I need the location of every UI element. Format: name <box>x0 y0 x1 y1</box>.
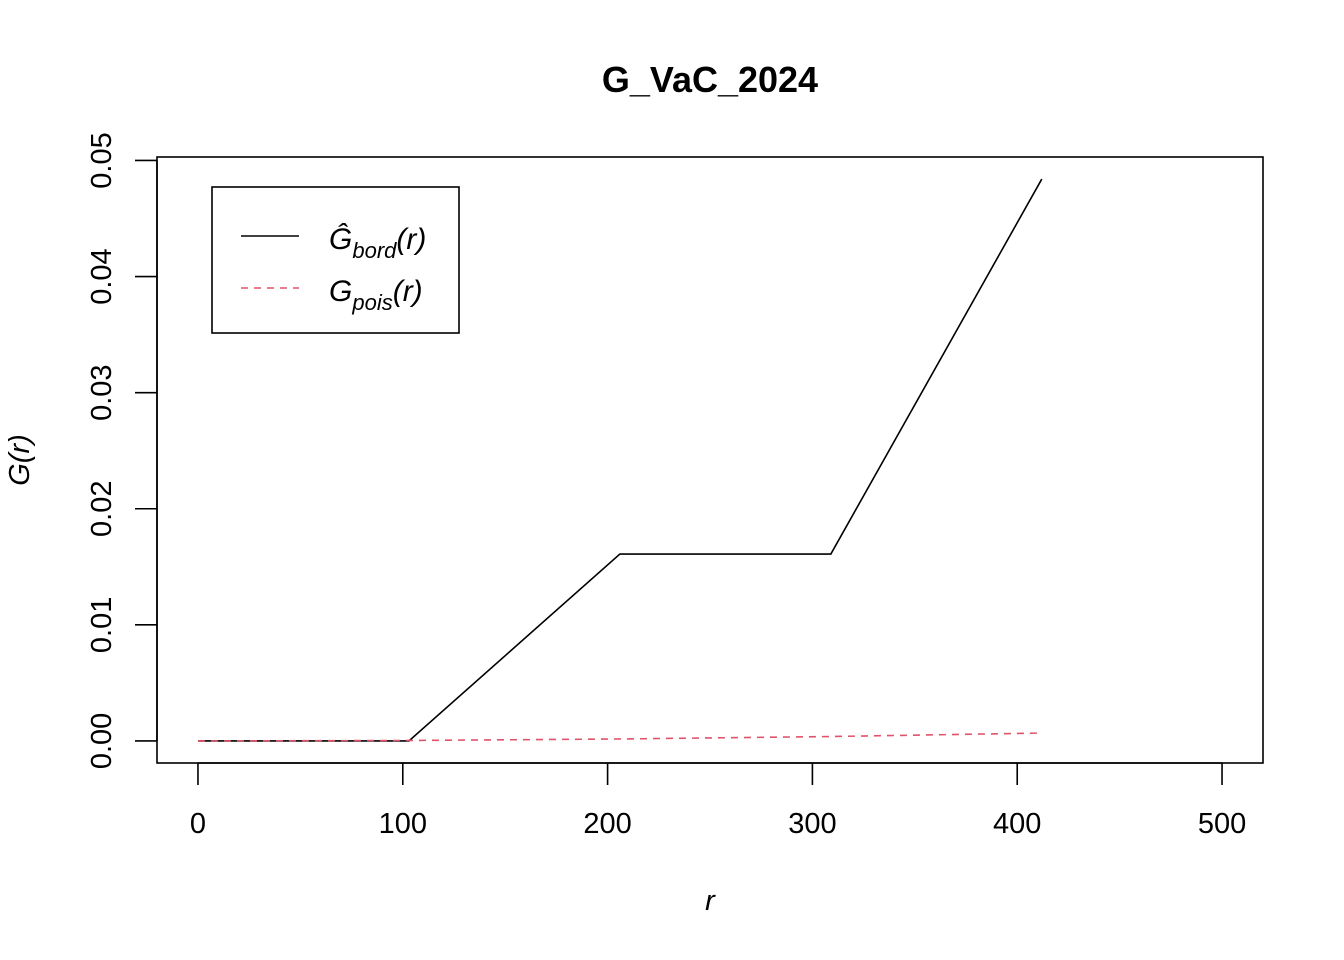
legend-label-pois: Gpois(r) <box>329 275 423 315</box>
chart-title: G_VaC_2024 <box>602 59 818 100</box>
legend-label-tail: (r) <box>393 275 423 308</box>
series-layer <box>197 178 1043 742</box>
x-axis-label: r <box>705 885 716 917</box>
legend-label-tail: (r) <box>396 223 426 256</box>
x-axis: 0 100 200 300 400 500 <box>190 762 1246 840</box>
y-tick-label: 0.03 <box>86 364 118 420</box>
y-axis-label: G(r) <box>4 434 36 486</box>
legend-label-bord: Ĝbord(r) <box>329 222 426 263</box>
series-line-bord <box>197 178 1043 742</box>
legend-box <box>211 186 460 334</box>
y-tick-label: 0.00 <box>86 713 118 769</box>
series-line-pois <box>197 732 1042 742</box>
x-tick-label: 500 <box>1198 808 1246 840</box>
y-tick-label: 0.04 <box>86 248 118 304</box>
x-tick-label: 300 <box>788 808 836 840</box>
y-tick-label: 0.02 <box>86 481 118 537</box>
y-axis: 0.00 0.01 0.02 0.03 0.04 0.05 <box>86 132 158 769</box>
legend: Ĝbord(r)Gpois(r) <box>211 186 460 334</box>
x-tick-label: 400 <box>993 808 1041 840</box>
x-tick-label: 200 <box>583 808 631 840</box>
y-tick-label: 0.05 <box>86 132 118 188</box>
x-tick-label: 100 <box>379 808 427 840</box>
x-tick-label: 0 <box>190 808 206 840</box>
legend-label-subscript: pois <box>351 290 392 315</box>
legend-label-main: Ĝ <box>329 222 352 256</box>
legend-label-subscript: bord <box>352 238 397 263</box>
legend-label-main: G <box>329 275 352 308</box>
y-tick-label: 0.01 <box>86 597 118 653</box>
